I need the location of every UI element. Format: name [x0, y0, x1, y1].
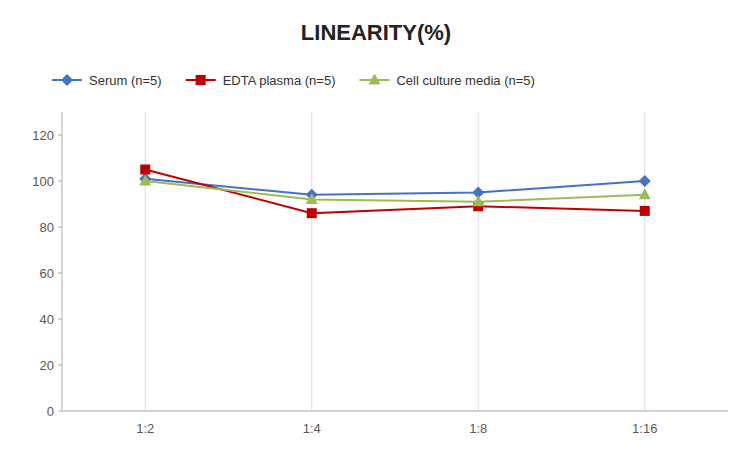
plot-area [139, 165, 651, 219]
title: LINEARITY(%) [301, 20, 451, 45]
x-tick-label: 1:2 [136, 421, 154, 436]
y-tick [58, 365, 62, 366]
y-tick-label: 0 [47, 404, 54, 419]
y-tick-label: 120 [32, 128, 54, 143]
y-tick [58, 181, 62, 182]
point [639, 188, 651, 199]
grid-line [311, 112, 312, 411]
legend-item: Serum (n=5) [52, 73, 162, 88]
y-tick [58, 411, 62, 412]
x-tick-label: 1:4 [303, 421, 321, 436]
y-tick [58, 135, 62, 136]
point [139, 175, 151, 186]
y-tick [58, 273, 62, 274]
x-axis [62, 411, 728, 412]
legend: Serum (n=5) EDTA plasma (n=5) Cell culture… [52, 73, 535, 88]
point [472, 195, 484, 206]
point [639, 175, 651, 187]
legend-marker [368, 74, 380, 85]
point [640, 206, 650, 216]
series-line [145, 170, 645, 214]
y-tick-label: 20 [40, 358, 54, 373]
legend-marker [196, 75, 206, 85]
legend-label: Serum (n=5) [89, 73, 162, 88]
chart: LINEARITY(%) 1:2 1:4 1:8 1:16 0 20 40 60 80 100 120… [0, 0, 752, 451]
grid-line [644, 112, 645, 411]
y-tick [58, 227, 62, 228]
grid-line [145, 112, 146, 411]
y-tick [58, 319, 62, 320]
x-tick-label: 1:16 [632, 421, 657, 436]
series-line [145, 179, 645, 195]
series [139, 173, 651, 201]
legend-label: EDTA plasma (n=5) [223, 73, 336, 88]
y-tick-label: 60 [40, 266, 54, 281]
legend-label: Cell culture media (n=5) [396, 73, 534, 88]
legend-marker [61, 74, 73, 86]
legend-item: EDTA plasma (n=5) [186, 73, 336, 88]
point [140, 165, 150, 175]
y-tick-label: 100 [32, 174, 54, 189]
legend-item: Cell culture media (n=5) [359, 73, 534, 88]
point [306, 193, 318, 204]
x-tick-label: 1:8 [469, 421, 487, 436]
series [139, 175, 651, 207]
point [307, 208, 317, 218]
series [140, 165, 650, 219]
series-line [145, 181, 645, 202]
y-axis [62, 112, 63, 411]
grid-line [478, 112, 479, 411]
y-tick-label: 40 [40, 312, 54, 327]
y-tick-label: 80 [40, 220, 54, 235]
grid [145, 112, 645, 411]
